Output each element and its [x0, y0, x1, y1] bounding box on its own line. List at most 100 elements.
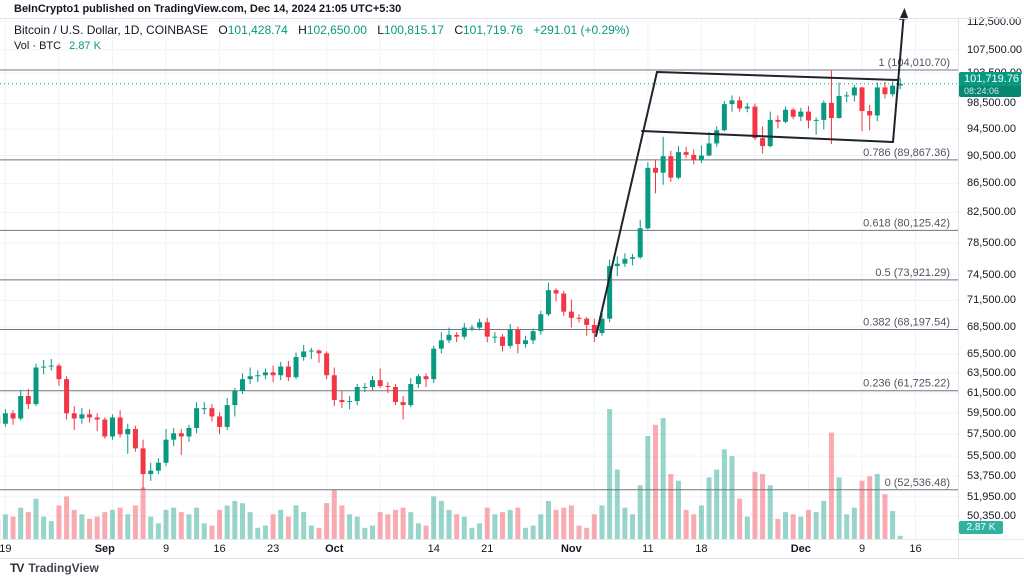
candle-body: [599, 318, 605, 334]
volume-bar: [576, 525, 582, 539]
volume-bar: [301, 512, 307, 539]
candle-body: [798, 111, 804, 117]
candle-body: [239, 379, 245, 391]
volume-bar: [308, 525, 314, 539]
channel-bottom[interactable]: [641, 130, 894, 143]
volume-bar: [186, 514, 192, 539]
symbol-title[interactable]: Bitcoin / U.S. Dollar, 1D, COINBASE: [14, 23, 209, 37]
time-axis[interactable]: 19 Sep 9 16 23 Oct 14 21 Nov 11 18 Dec 9 16: [0, 540, 958, 558]
volume-bar: [354, 516, 360, 539]
time-axis-tick: 14: [427, 543, 440, 555]
candle-body: [653, 167, 659, 173]
price-axis-label: 61,500.00: [967, 386, 1016, 399]
candle-body: [851, 87, 857, 96]
candle-body: [630, 257, 636, 259]
candle-body: [568, 311, 574, 318]
candle-body: [102, 419, 108, 437]
volume-bar: [698, 505, 704, 539]
candle-body: [882, 87, 888, 95]
candle-body: [507, 329, 513, 346]
candle-body: [79, 414, 85, 419]
volume-bar: [737, 498, 743, 539]
time-axis-tick: 9: [858, 543, 866, 555]
pole[interactable]: [595, 71, 658, 337]
fib-label-0.236: 0.236 (61,725.22): [863, 378, 950, 390]
fib-label-0: 0 (52,536.48): [885, 477, 950, 489]
volume-bar: [500, 512, 506, 539]
time-axis-tick: 16: [213, 543, 226, 555]
volume-bar: [2, 514, 8, 539]
volume-bar: [293, 505, 299, 539]
volume-bar: [890, 511, 896, 539]
tradingview-logo[interactable]: TV TradingView: [10, 561, 99, 575]
chart-canvas[interactable]: 1 (104,010.70) 0.786 (89,867.36) 0.618 (80…: [0, 0, 958, 558]
candle-body: [561, 293, 567, 312]
volume-bar: [125, 514, 131, 539]
candle-body: [698, 155, 704, 161]
price-axis[interactable]: 112,500.00107,500.00103,500.0098,500.009…: [958, 16, 1024, 558]
volume-bar: [607, 409, 613, 539]
fib-label-0.5: 0.5 (73,921.29): [875, 267, 950, 279]
last-price-badge: 101,719.76 08:24:06: [959, 71, 1021, 97]
time-axis-tick: 19: [0, 543, 12, 555]
breakout-arrow[interactable]: [892, 11, 905, 143]
volume-bar: [568, 505, 574, 539]
candle-body: [500, 336, 506, 346]
price-axis-label: 71,500.00: [967, 294, 1016, 307]
volume-bar: [33, 498, 39, 539]
volume-bar: [446, 509, 452, 539]
volume-bar: [339, 505, 345, 539]
open-label: O: [218, 23, 228, 37]
time-axis-tick: 11: [642, 543, 654, 555]
low-value: 100,815.17: [383, 23, 444, 37]
publisher-bar: BeInCrypto1 published on TradingView.com…: [14, 3, 402, 15]
volume-bar: [790, 514, 796, 539]
symbol-legend: Bitcoin / U.S. Dollar, 1D, COINBASE O101…: [14, 23, 629, 54]
volume-bar: [132, 505, 138, 539]
open-value: 101,428.74: [227, 23, 288, 37]
volume-bar: [805, 509, 811, 539]
volume-bar: [438, 500, 444, 539]
candle-body: [285, 366, 291, 378]
price-axis-label: 86,500.00: [967, 177, 1016, 190]
candle-body: [897, 83, 903, 86]
candle-body: [25, 395, 31, 405]
price-axis-label: 53,750.00: [967, 469, 1016, 482]
candle-body: [553, 290, 559, 294]
low-label: L: [377, 23, 384, 37]
volume-bar: [752, 471, 758, 539]
volume-bar: [744, 516, 750, 539]
candle-body: [10, 413, 16, 419]
volume-bar: [163, 509, 169, 539]
candle-body: [408, 384, 414, 406]
candle-body: [874, 87, 880, 116]
volume-bar: [370, 525, 376, 539]
volume-bar: [392, 509, 398, 539]
candle-body: [270, 372, 276, 376]
volume-bar: [515, 507, 521, 539]
volume-bar: [721, 449, 727, 539]
time-axis-tick: 16: [909, 543, 922, 555]
volume-bar: [683, 509, 689, 539]
volume-bar: [148, 516, 154, 539]
volume-bar: [538, 514, 544, 539]
volume-bar: [316, 527, 322, 539]
close-label: C: [454, 23, 463, 37]
price-axis-label: 98,500.00: [967, 97, 1016, 110]
volume-bar: [691, 514, 697, 539]
fib-label-0.618: 0.618 (80,125.42): [863, 217, 950, 229]
volume-value: 2.87 K: [69, 40, 101, 52]
volume-bar: [660, 418, 666, 539]
candle-body: [385, 386, 391, 388]
channel-top[interactable]: [656, 71, 899, 81]
volume-bar: [530, 525, 536, 539]
candle-body: [2, 413, 8, 424]
candle-body: [262, 372, 268, 376]
volume-bar: [599, 505, 605, 539]
candle-body: [293, 357, 299, 378]
price-axis-label: 63,500.00: [967, 367, 1016, 380]
volume-bar: [851, 507, 857, 539]
candle-body: [515, 329, 521, 345]
volume-bar: [171, 507, 177, 539]
volume-bar: [813, 512, 819, 539]
